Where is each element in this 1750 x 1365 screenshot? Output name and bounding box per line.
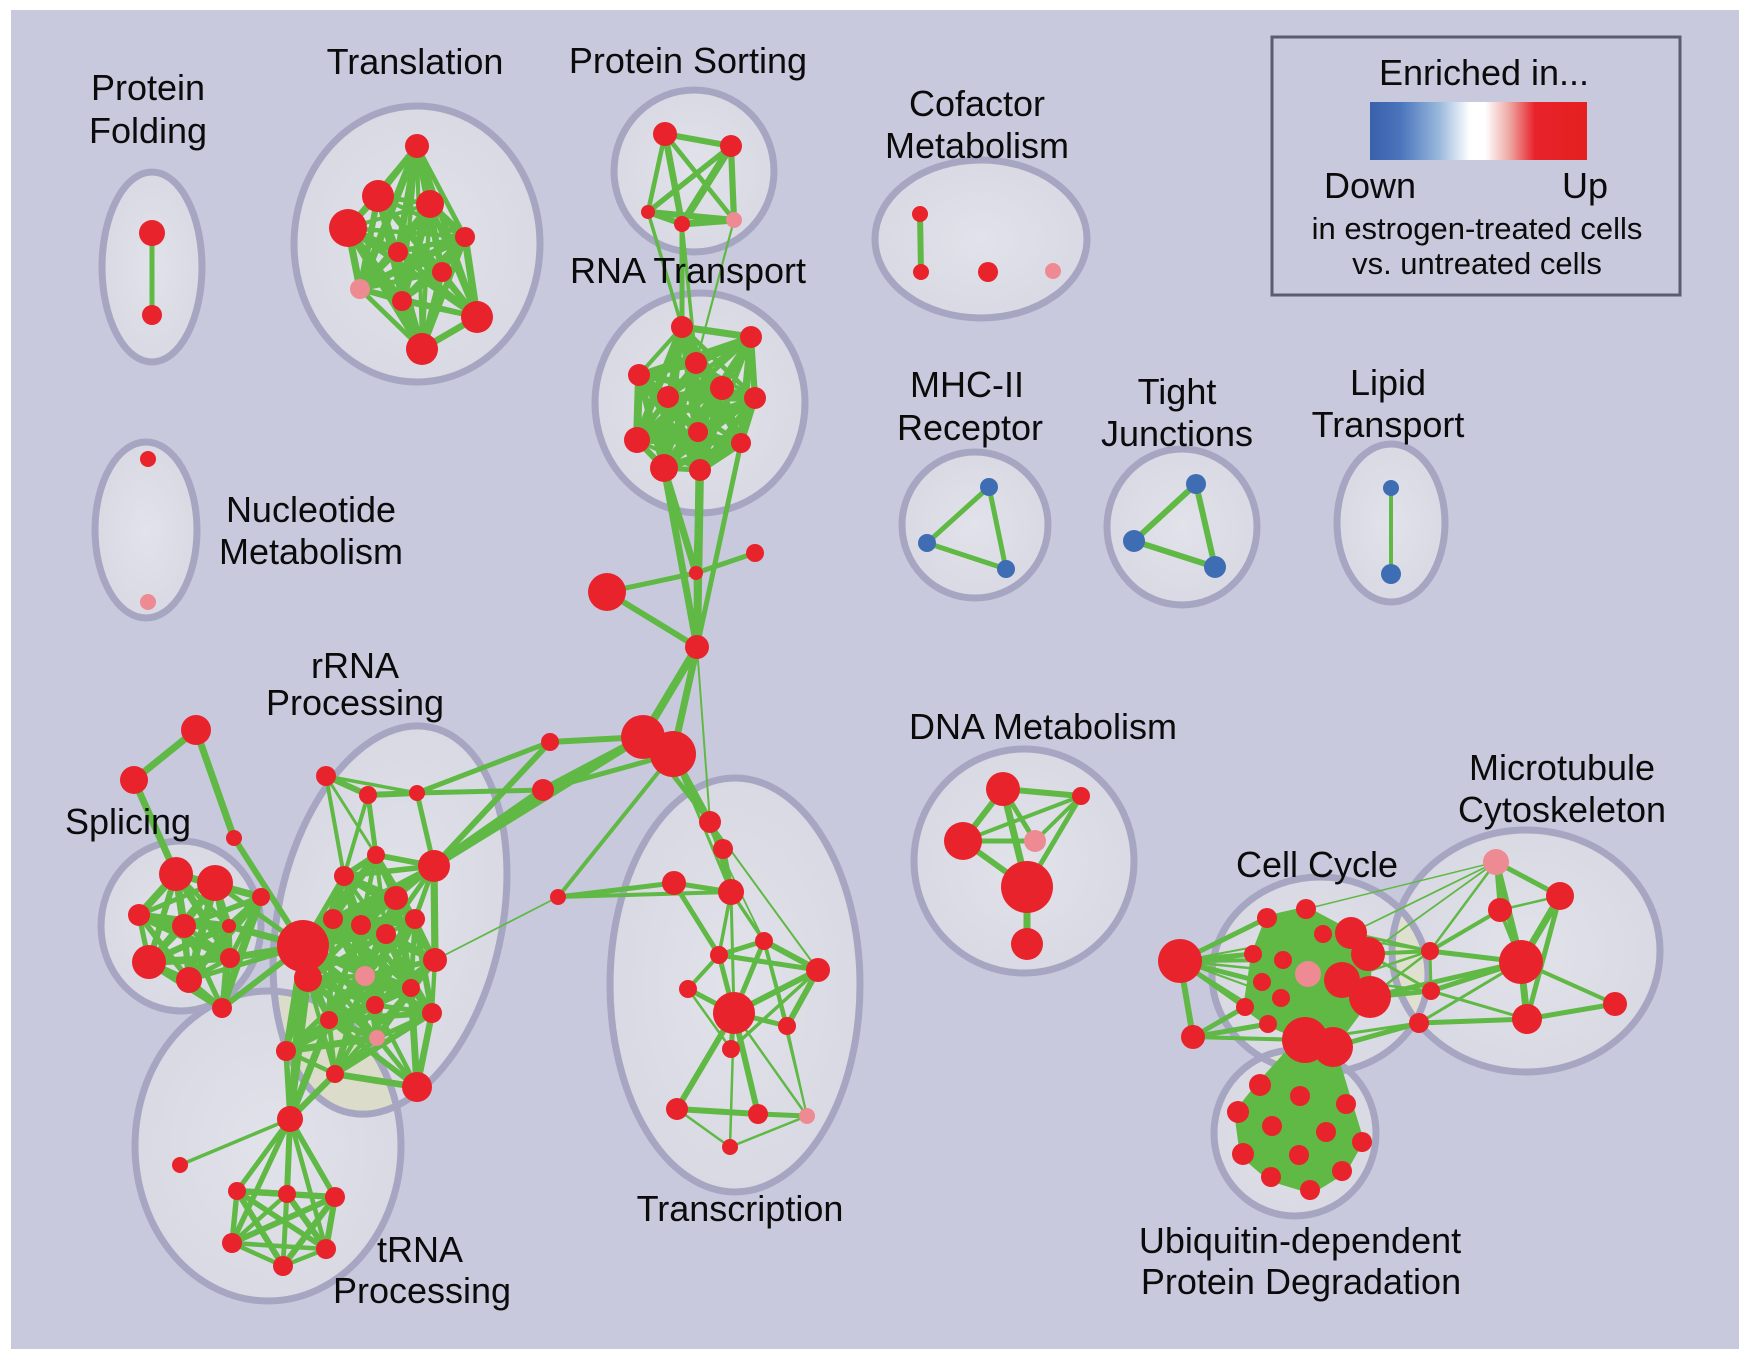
- svg-text:Up: Up: [1562, 165, 1608, 206]
- svg-text:Protein Sorting: Protein Sorting: [569, 40, 807, 81]
- svg-text:Cell Cycle: Cell Cycle: [1236, 844, 1398, 885]
- svg-text:Ubiquitin-dependent: Ubiquitin-dependent: [1139, 1220, 1461, 1261]
- svg-text:Microtubule: Microtubule: [1469, 747, 1655, 788]
- svg-text:Transport: Transport: [1312, 404, 1465, 445]
- svg-text:DNA Metabolism: DNA Metabolism: [909, 706, 1177, 747]
- svg-text:Protein: Protein: [91, 67, 205, 108]
- svg-text:Receptor: Receptor: [897, 407, 1043, 448]
- svg-text:rRNA: rRNA: [311, 645, 399, 686]
- svg-text:MHC-II: MHC-II: [910, 364, 1024, 405]
- svg-text:Translation: Translation: [327, 41, 504, 82]
- svg-text:Splicing: Splicing: [65, 801, 191, 842]
- svg-text:Metabolism: Metabolism: [885, 125, 1069, 166]
- svg-text:RNA Transport: RNA Transport: [570, 250, 806, 291]
- svg-text:Transcription: Transcription: [637, 1188, 844, 1229]
- svg-text:Cofactor: Cofactor: [909, 83, 1045, 124]
- svg-text:Tight: Tight: [1138, 371, 1217, 412]
- svg-text:vs. untreated cells: vs. untreated cells: [1352, 246, 1602, 281]
- svg-text:Processing: Processing: [266, 682, 444, 723]
- svg-text:tRNA: tRNA: [377, 1229, 463, 1270]
- svg-text:Enriched in...: Enriched in...: [1379, 52, 1589, 93]
- svg-text:Lipid: Lipid: [1350, 362, 1426, 403]
- svg-text:Junctions: Junctions: [1101, 413, 1253, 454]
- svg-text:Down: Down: [1324, 165, 1416, 206]
- svg-text:Cytoskeleton: Cytoskeleton: [1458, 789, 1666, 830]
- svg-text:Protein Degradation: Protein Degradation: [1141, 1261, 1461, 1302]
- svg-text:Metabolism: Metabolism: [219, 531, 403, 572]
- svg-text:Processing: Processing: [333, 1270, 511, 1311]
- svg-text:Nucleotide: Nucleotide: [226, 489, 396, 530]
- svg-text:Folding: Folding: [89, 110, 207, 151]
- svg-text:in estrogen-treated cells: in estrogen-treated cells: [1312, 211, 1643, 246]
